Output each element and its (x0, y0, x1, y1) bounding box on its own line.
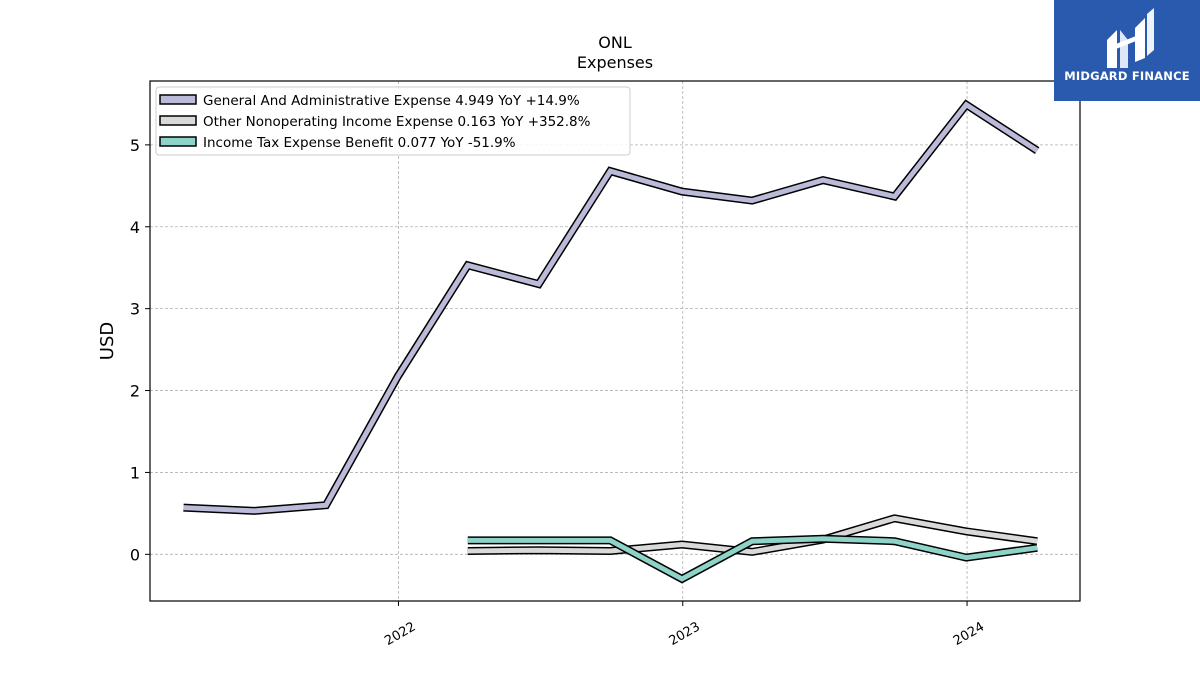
legend-label-2: Income Tax Expense Benefit 0.077 YoY -51… (203, 135, 516, 151)
legend-swatch-1 (159, 115, 197, 126)
series-lines (183, 99, 1040, 584)
legend-swatch-0 (159, 94, 197, 105)
chart-subtitle: Expenses (577, 53, 653, 72)
midgard-logo-icon (1107, 8, 1154, 68)
legend-label-1: Other Nonoperating Income Expense 0.163 … (203, 114, 591, 130)
brand-logo: MIDGARD FINANCE (1054, 0, 1200, 101)
legend: General And Administrative Expense 4.949… (155, 86, 631, 156)
x-tick-label: 2022 (382, 619, 418, 649)
x-tick-label: 2024 (951, 619, 987, 649)
chart-title: ONL (598, 33, 632, 52)
y-tick-label: 3 (130, 300, 140, 319)
x-tick-label: 2023 (667, 619, 703, 649)
plot-frame (149, 80, 1081, 602)
series-line-1 (467, 515, 1038, 555)
y-tick-label: 1 (130, 463, 140, 482)
axis-ticks: 0 1 2 3 4 5 2022 2023 2024 (130, 136, 987, 649)
y-tick-label: 5 (130, 136, 140, 155)
series-outline-0 (183, 99, 1040, 515)
series-line-0 (183, 101, 1039, 514)
legend-box (155, 86, 631, 156)
series-outline-1 (467, 514, 1038, 556)
legend-label-0: General And Administrative Expense 4.949… (203, 93, 580, 109)
legend-swatch-2 (159, 136, 197, 147)
series-outline-2 (467, 534, 1038, 584)
y-tick-label: 0 (130, 545, 140, 564)
logo-text: MIDGARD FINANCE (1064, 69, 1190, 83)
y-tick-label: 2 (130, 382, 140, 401)
y-axis-label: USD (97, 322, 118, 360)
y-tick-label: 4 (130, 218, 140, 237)
series-line-2 (467, 536, 1038, 582)
